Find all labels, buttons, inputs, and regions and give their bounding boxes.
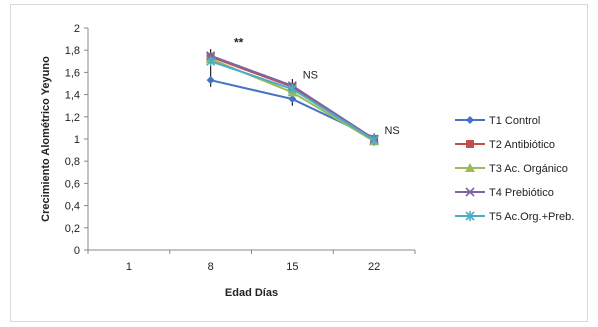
annotation-label: NS bbox=[384, 125, 399, 137]
legend-item: T1 Control bbox=[455, 115, 540, 127]
series-5 bbox=[206, 56, 379, 146]
y-tick-label: 0,6 bbox=[65, 178, 80, 190]
y-tick-label: 1,6 bbox=[65, 67, 80, 79]
marker-star bbox=[465, 211, 475, 221]
legend-item: T2 Antibiótico bbox=[455, 139, 555, 151]
marker-star bbox=[369, 135, 379, 146]
y-tick-label: 1,8 bbox=[65, 45, 80, 57]
x-tick-label: 1 bbox=[126, 261, 132, 273]
marker-x bbox=[465, 187, 475, 197]
annotation-label: NS bbox=[303, 70, 318, 82]
marker-diamond bbox=[466, 116, 474, 124]
legend-label: T2 Antibiótico bbox=[489, 139, 555, 151]
x-tick-label: 8 bbox=[208, 261, 214, 273]
marker-diamond bbox=[206, 76, 215, 85]
y-tick-label: 1 bbox=[74, 134, 80, 146]
chart-frame bbox=[10, 4, 588, 322]
y-tick-label: 0,2 bbox=[65, 223, 80, 235]
annotation-label: ** bbox=[234, 35, 244, 49]
y-tick-label: 0,8 bbox=[65, 156, 80, 168]
legend-item: T4 Prebiótico bbox=[455, 187, 554, 199]
y-tick-label: 2 bbox=[74, 23, 80, 35]
legend-label: T5 Ac.Org.+Preb. bbox=[489, 211, 574, 223]
legend-label: T4 Prebiótico bbox=[489, 187, 554, 199]
y-tick-label: 1,2 bbox=[65, 112, 80, 124]
x-axis-title: Edad Días bbox=[225, 287, 278, 299]
legend-label: T1 Control bbox=[489, 115, 540, 127]
marker-star bbox=[287, 84, 297, 95]
y-tick-label: 0 bbox=[74, 245, 80, 257]
marker-triangle bbox=[465, 163, 475, 172]
y-tick-label: 0,4 bbox=[65, 201, 80, 213]
x-tick-label: 22 bbox=[368, 261, 380, 273]
legend-item: T3 Ac. Orgánico bbox=[455, 163, 568, 175]
x-tick-label: 15 bbox=[286, 261, 298, 273]
legend-label: T3 Ac. Orgánico bbox=[489, 163, 568, 175]
y-tick-label: 1,4 bbox=[65, 90, 80, 102]
marker-square bbox=[466, 140, 474, 148]
y-axis-title: Crecimiento Alométrico Yeyuno bbox=[40, 56, 52, 222]
legend-item: T5 Ac.Org.+Preb. bbox=[455, 211, 574, 223]
marker-diamond bbox=[288, 95, 297, 104]
marker-star bbox=[206, 56, 216, 67]
